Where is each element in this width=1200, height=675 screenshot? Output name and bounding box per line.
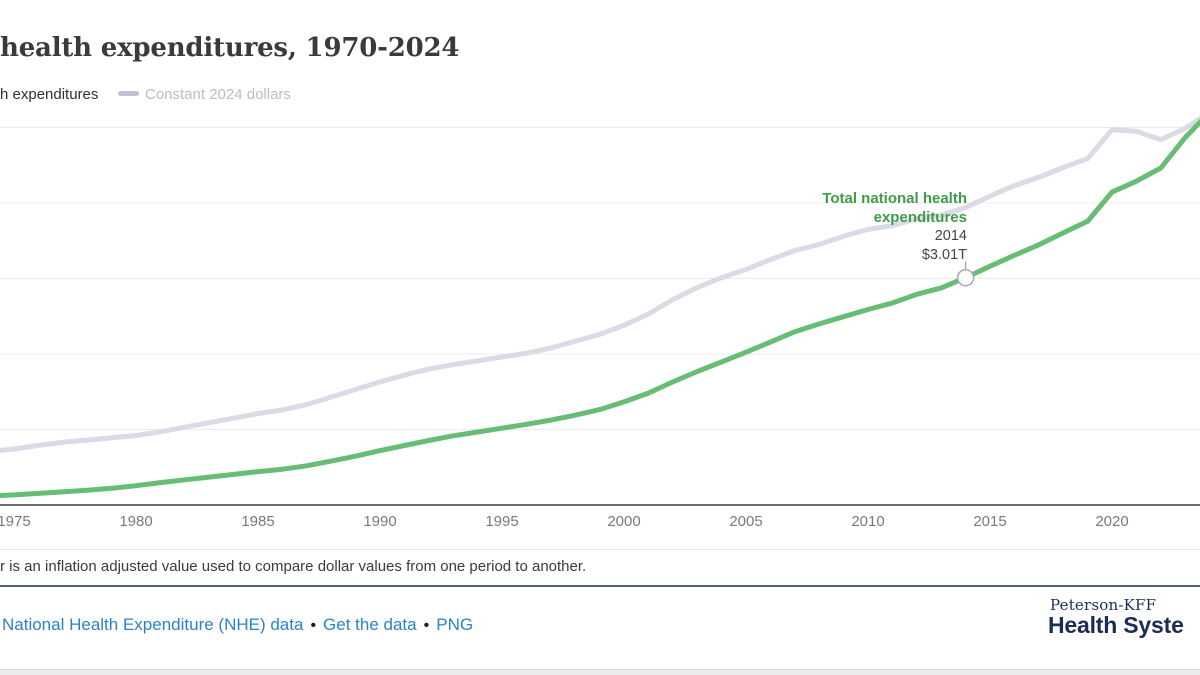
brand-health-system-tracker: Health Syste bbox=[1048, 612, 1184, 638]
annotation-series-label-line2: expenditures bbox=[873, 209, 967, 226]
x-tick-label: 1975 bbox=[0, 513, 31, 530]
annotation-year: 2014 bbox=[934, 228, 967, 244]
annotation-value: $3.01T bbox=[921, 246, 967, 263]
legend-swatch-constant-dollars bbox=[118, 91, 139, 96]
note-text: r is an inflation adjusted value used to… bbox=[0, 558, 587, 575]
x-tick-label: 2020 bbox=[1095, 513, 1129, 530]
series-line-total-expenditures[interactable] bbox=[0, 112, 1200, 499]
x-tick-label: 1990 bbox=[363, 513, 397, 530]
x-tick-label: 1985 bbox=[241, 513, 275, 530]
x-tick-label: 1995 bbox=[485, 513, 519, 530]
footer-divider bbox=[0, 585, 1200, 587]
x-tick-label: 2015 bbox=[973, 513, 1007, 530]
bullet-separator: • bbox=[423, 617, 430, 634]
x-axis-labels: 1975 1980 1985 1990 1995 2000 2005 2010 2015 2020 bbox=[0, 513, 1200, 533]
source-link[interactable]: National Health Expenditure (NHE) data bbox=[2, 615, 304, 634]
point-marker-2014[interactable] bbox=[956, 268, 975, 287]
chart-title: health expenditures, 1970-2024 bbox=[0, 33, 460, 63]
bottom-strip bbox=[0, 669, 1200, 675]
series-line-constant-dollars[interactable] bbox=[0, 112, 1200, 462]
x-tick-label: 1980 bbox=[119, 513, 153, 530]
note-divider bbox=[0, 549, 1200, 550]
brand-peterson-kff: Peterson-KFF bbox=[1050, 596, 1157, 614]
legend-item-constant-dollars[interactable]: Constant 2024 dollars bbox=[145, 86, 291, 103]
footer-links: National Health Expenditure (NHE) data • G… bbox=[2, 615, 473, 635]
x-tick-label: 2005 bbox=[729, 513, 763, 530]
get-the-data-link[interactable]: Get the data bbox=[323, 615, 417, 634]
x-tick-label: 2010 bbox=[851, 513, 885, 530]
x-tick-label: 2000 bbox=[607, 513, 641, 530]
annotation-2014: Total national health expenditures 2014 … bbox=[822, 189, 967, 264]
bullet-separator: • bbox=[310, 617, 317, 634]
png-link[interactable]: PNG bbox=[436, 615, 474, 634]
legend-item-total-expenditures[interactable]: h expenditures bbox=[0, 86, 99, 103]
annotation-series-label-line1: Total national health bbox=[822, 190, 967, 207]
